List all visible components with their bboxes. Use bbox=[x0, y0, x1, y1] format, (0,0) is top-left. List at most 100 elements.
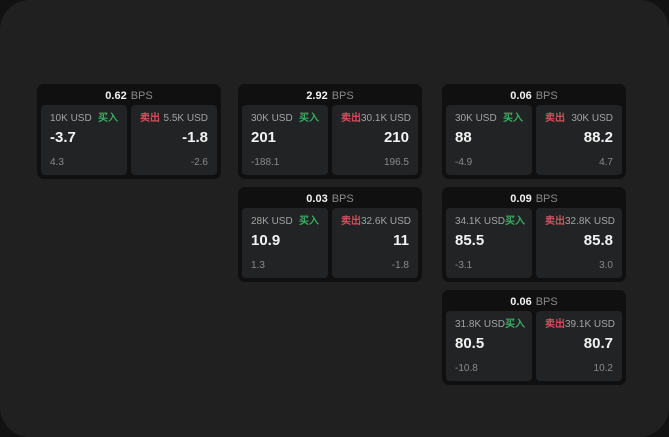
card-header: 0.09 BPS bbox=[446, 191, 622, 207]
quote-card[interactable]: 0.03 BPS 28K USD 买入 10.9 1.3 卖出 32.6K US… bbox=[238, 187, 422, 282]
buy-change-value: -3.1 bbox=[455, 260, 473, 271]
sell-panel[interactable]: 卖出 5.5K USD -1.8 -2.6 bbox=[131, 105, 217, 175]
buy-amount-label: 28K USD bbox=[251, 216, 293, 227]
bps-unit-label: BPS bbox=[130, 90, 153, 102]
quote-panels: 34.1K USD 买入 85.5 -3.1 卖出 32.8K USD 85.8… bbox=[446, 208, 622, 278]
buy-amount-label: 30K USD bbox=[455, 113, 497, 124]
sell-tag[interactable]: 卖出 bbox=[545, 113, 565, 124]
buy-tag[interactable]: 买入 bbox=[299, 216, 319, 227]
quote-card[interactable]: 0.62 BPS 10K USD 买入 -3.7 4.3 卖出 5.5K USD bbox=[37, 84, 221, 179]
bps-unit-label: BPS bbox=[535, 193, 558, 205]
buy-amount-label: 30K USD bbox=[251, 113, 293, 124]
sell-header-row: 卖出 5.5K USD bbox=[140, 113, 208, 125]
buy-tag[interactable]: 买入 bbox=[505, 319, 526, 330]
sell-header-row: 卖出 30K USD bbox=[545, 113, 613, 125]
bps-unit-label: BPS bbox=[535, 296, 558, 308]
buy-price-value: 10.9 bbox=[251, 232, 281, 249]
buy-panel[interactable]: 28K USD 买入 10.9 1.3 bbox=[242, 208, 328, 278]
buy-amount-label: 10K USD bbox=[50, 113, 92, 124]
sell-price-value: 85.8 bbox=[583, 232, 613, 249]
card-header: 0.06 BPS bbox=[446, 294, 622, 310]
buy-amount-label: 31.8K USD bbox=[455, 319, 506, 330]
sell-tag[interactable]: 卖出 bbox=[545, 319, 565, 330]
buy-tag[interactable]: 买入 bbox=[299, 113, 319, 124]
sell-price-value: 11 bbox=[393, 232, 409, 249]
buy-tag[interactable]: 买入 bbox=[505, 216, 526, 227]
buy-price-value: 85.5 bbox=[455, 232, 485, 249]
sell-tag[interactable]: 卖出 bbox=[545, 216, 565, 227]
bps-unit-label: BPS bbox=[535, 90, 558, 102]
bps-value: 0.06 bbox=[510, 296, 532, 308]
quote-card[interactable]: 2.92 BPS 30K USD 买入 201 -188.1 卖出 30.1K … bbox=[238, 84, 422, 179]
sell-amount-label: 39.1K USD bbox=[565, 319, 616, 330]
buy-header-row: 34.1K USD 买入 bbox=[455, 216, 526, 228]
sell-amount-label: 5.5K USD bbox=[163, 113, 208, 124]
sell-panel[interactable]: 卖出 30.1K USD 210 196.5 bbox=[332, 105, 418, 175]
buy-tag[interactable]: 买入 bbox=[503, 113, 523, 124]
bps-unit-label: BPS bbox=[331, 193, 354, 205]
sell-header-row: 卖出 30.1K USD bbox=[341, 113, 412, 125]
sell-change-value: 10.2 bbox=[593, 363, 613, 374]
buy-price-value: 80.5 bbox=[455, 335, 485, 352]
buy-panel[interactable]: 10K USD 买入 -3.7 4.3 bbox=[41, 105, 127, 175]
sell-change-value: 4.7 bbox=[599, 157, 613, 168]
buy-header-row: 30K USD 买入 bbox=[455, 113, 523, 125]
sell-amount-label: 30.1K USD bbox=[361, 113, 412, 124]
sell-tag[interactable]: 卖出 bbox=[140, 113, 160, 124]
buy-header-row: 28K USD 买入 bbox=[251, 216, 319, 228]
buy-header-row: 10K USD 买入 bbox=[50, 113, 118, 125]
sell-panel[interactable]: 卖出 39.1K USD 80.7 10.2 bbox=[536, 311, 622, 381]
buy-change-value: 4.3 bbox=[50, 157, 64, 168]
sell-header-row: 卖出 32.6K USD bbox=[341, 216, 412, 228]
buy-panel[interactable]: 34.1K USD 买入 85.5 -3.1 bbox=[446, 208, 532, 278]
bps-value: 2.92 bbox=[306, 90, 328, 102]
card-header: 0.62 BPS bbox=[41, 88, 217, 104]
sell-change-value: -2.6 bbox=[190, 157, 208, 168]
bps-value: 0.06 bbox=[510, 90, 532, 102]
buy-change-value: -4.9 bbox=[455, 157, 473, 168]
buy-header-row: 31.8K USD 买入 bbox=[455, 319, 526, 331]
buy-price-value: 88 bbox=[455, 129, 472, 146]
bps-value: 0.62 bbox=[105, 90, 127, 102]
quote-panels: 30K USD 买入 201 -188.1 卖出 30.1K USD 210 1… bbox=[242, 105, 418, 175]
bps-value: 0.03 bbox=[306, 193, 328, 205]
buy-change-value: -10.8 bbox=[455, 363, 478, 374]
bps-unit-label: BPS bbox=[331, 90, 354, 102]
buy-panel[interactable]: 31.8K USD 买入 80.5 -10.8 bbox=[446, 311, 532, 381]
buy-header-row: 30K USD 买入 bbox=[251, 113, 319, 125]
sell-change-value: 196.5 bbox=[383, 157, 409, 168]
buy-amount-label: 34.1K USD bbox=[455, 216, 506, 227]
sell-price-value: -1.8 bbox=[182, 129, 208, 146]
quote-card[interactable]: 0.09 BPS 34.1K USD 买入 85.5 -3.1 卖出 32.8K… bbox=[442, 187, 626, 282]
buy-change-value: 1.3 bbox=[251, 260, 265, 271]
card-header: 2.92 BPS bbox=[242, 88, 418, 104]
quote-card[interactable]: 0.06 BPS 31.8K USD 买入 80.5 -10.8 卖出 39.1… bbox=[442, 290, 626, 385]
buy-price-value: -3.7 bbox=[50, 129, 76, 146]
sell-change-value: 3.0 bbox=[599, 260, 613, 271]
sell-amount-label: 32.8K USD bbox=[565, 216, 616, 227]
sell-panel[interactable]: 卖出 30K USD 88.2 4.7 bbox=[536, 105, 622, 175]
sell-header-row: 卖出 39.1K USD bbox=[545, 319, 616, 331]
sell-panel[interactable]: 卖出 32.6K USD 11 -1.8 bbox=[332, 208, 418, 278]
sell-panel[interactable]: 卖出 32.8K USD 85.8 3.0 bbox=[536, 208, 622, 278]
buy-panel[interactable]: 30K USD 买入 201 -188.1 bbox=[242, 105, 328, 175]
sell-price-value: 80.7 bbox=[583, 335, 613, 352]
sell-header-row: 卖出 32.8K USD bbox=[545, 216, 616, 228]
sell-price-value: 210 bbox=[383, 129, 409, 146]
quote-panels: 30K USD 买入 88 -4.9 卖出 30K USD 88.2 4.7 bbox=[446, 105, 622, 175]
buy-tag[interactable]: 买入 bbox=[98, 113, 118, 124]
quote-panels: 28K USD 买入 10.9 1.3 卖出 32.6K USD 11 -1.8 bbox=[242, 208, 418, 278]
sell-change-value: -1.8 bbox=[391, 260, 409, 271]
sell-tag[interactable]: 卖出 bbox=[341, 216, 361, 227]
card-header: 0.03 BPS bbox=[242, 191, 418, 207]
sell-price-value: 88.2 bbox=[583, 129, 613, 146]
sell-tag[interactable]: 卖出 bbox=[341, 113, 361, 124]
buy-panel[interactable]: 30K USD 买入 88 -4.9 bbox=[446, 105, 532, 175]
sell-amount-label: 32.6K USD bbox=[361, 216, 412, 227]
buy-price-value: 201 bbox=[251, 129, 277, 146]
card-header: 0.06 BPS bbox=[446, 88, 622, 104]
sell-amount-label: 30K USD bbox=[571, 113, 613, 124]
quote-card[interactable]: 0.06 BPS 30K USD 买入 88 -4.9 卖出 30K USD bbox=[442, 84, 626, 179]
